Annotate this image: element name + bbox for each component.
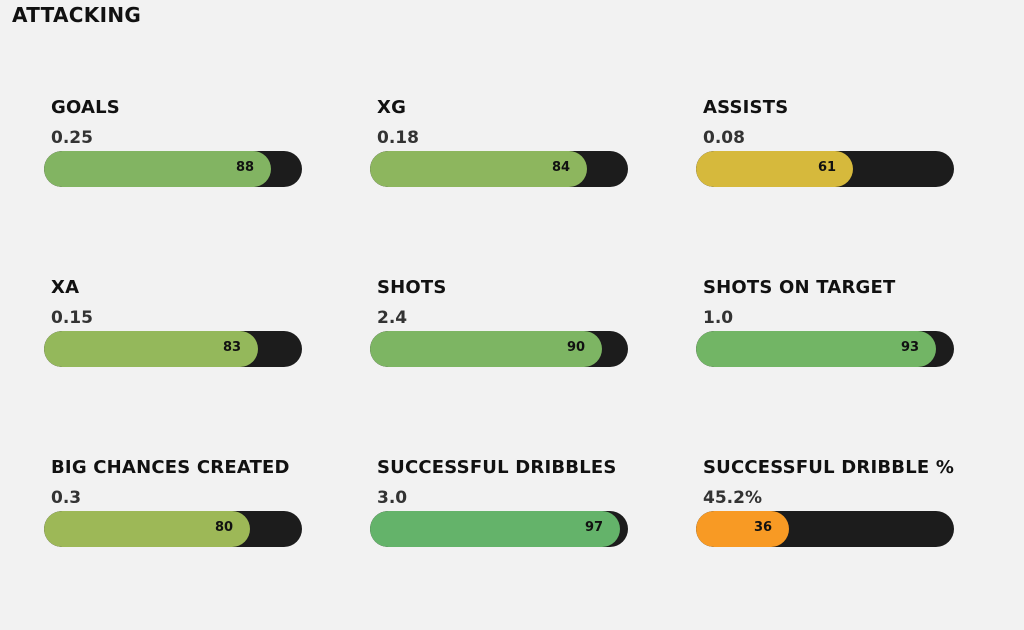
metric-big-chances-created: BIG CHANCES CREATED 0.3 80 (44, 457, 344, 552)
metric-shots: SHOTS 2.4 90 (370, 277, 670, 372)
metric-value: 2.4 (377, 308, 408, 328)
percentile-bar-track: 93 (696, 331, 954, 367)
metric-label: SHOTS ON TARGET (703, 277, 896, 298)
metric-value: 45.2% (703, 488, 762, 508)
percentile-bar-fill (696, 511, 789, 547)
section-title: ATTACKING (12, 3, 142, 27)
metric-label: XA (51, 277, 80, 298)
metric-label: ASSISTS (703, 97, 789, 118)
percentile-bar-fill (370, 511, 620, 547)
metric-label: SUCCESSFUL DRIBBLES (377, 457, 617, 478)
metric-successful-dribble-pct: SUCCESSFUL DRIBBLE % 45.2% 36 (696, 457, 996, 552)
metric-value: 0.3 (51, 488, 82, 508)
percentile-label: 90 (566, 340, 586, 355)
metric-label: XG (377, 97, 407, 118)
percentile-bar-fill (370, 331, 602, 367)
percentile-bar-fill (44, 511, 250, 547)
metric-label: SUCCESSFUL DRIBBLE % (703, 457, 955, 478)
metric-value: 0.18 (377, 128, 419, 148)
percentile-bar-fill (696, 151, 853, 187)
metric-goals: GOALS 0.25 88 (44, 97, 344, 192)
metric-value: 1.0 (703, 308, 734, 328)
metric-label: BIG CHANCES CREATED (51, 457, 290, 478)
metric-assists: ASSISTS 0.08 61 (696, 97, 996, 192)
percentile-label: 97 (584, 520, 604, 535)
percentile-bar-track: 83 (44, 331, 302, 367)
percentile-bar-track: 84 (370, 151, 628, 187)
percentile-bar-track: 61 (696, 151, 954, 187)
percentile-bar-track: 90 (370, 331, 628, 367)
percentile-label: 84 (551, 160, 571, 175)
percentile-bar-track: 88 (44, 151, 302, 187)
percentile-label: 36 (753, 520, 773, 535)
metric-value: 3.0 (377, 488, 408, 508)
percentile-label: 83 (222, 340, 242, 355)
percentile-bar-fill (696, 331, 936, 367)
percentile-bar-track: 36 (696, 511, 954, 547)
metric-value: 0.25 (51, 128, 93, 148)
percentile-label: 93 (900, 340, 920, 355)
percentile-bar-fill (44, 331, 258, 367)
metric-shots-on-target: SHOTS ON TARGET 1.0 93 (696, 277, 996, 372)
metric-value: 0.15 (51, 308, 93, 328)
percentile-label: 88 (235, 160, 255, 175)
percentile-bar-fill (44, 151, 271, 187)
metric-label: SHOTS (377, 277, 447, 298)
percentile-bar-track: 97 (370, 511, 628, 547)
metric-xa: XA 0.15 83 (44, 277, 344, 372)
percentile-bar-fill (370, 151, 587, 187)
metric-label: GOALS (51, 97, 120, 118)
percentile-label: 80 (214, 520, 234, 535)
metric-value: 0.08 (703, 128, 745, 148)
percentile-label: 61 (817, 160, 837, 175)
metric-successful-dribbles: SUCCESSFUL DRIBBLES 3.0 97 (370, 457, 670, 552)
percentile-bar-track: 80 (44, 511, 302, 547)
metric-xg: XG 0.18 84 (370, 97, 670, 192)
